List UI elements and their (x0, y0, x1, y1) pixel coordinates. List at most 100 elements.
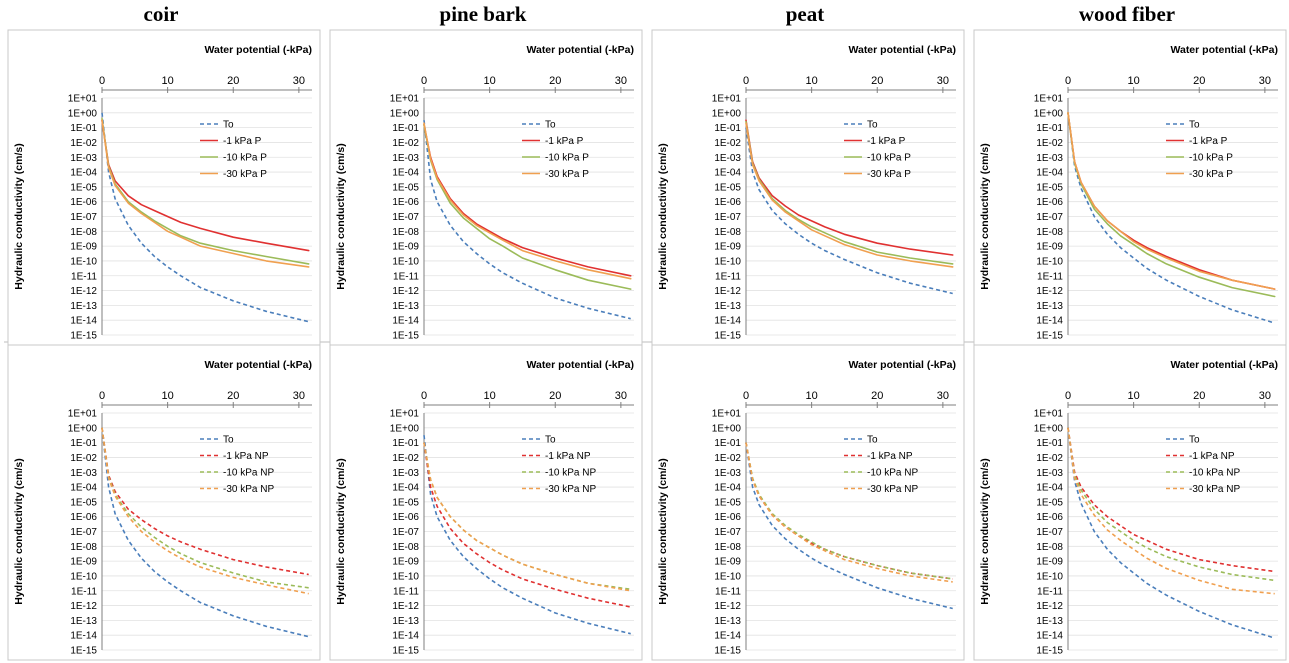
panel-woodfiber-NP: 1E-15 1E-14 1E-13 1E-12 1E-11 1E-10 1E-09 1E-08… (973, 344, 1287, 661)
x-tick-label: 0 (1065, 390, 1071, 402)
panel-frame (651, 29, 965, 346)
y-tick-label: 1E-08 (714, 227, 741, 238)
series-line-30-kpa-p (1067, 112, 1276, 290)
series-line-to (745, 442, 953, 610)
y-tick-label: 1E+01 (1034, 409, 1064, 420)
y-tick-label: 1E-02 (392, 138, 419, 149)
legend-label: -1 kPa P (545, 136, 584, 147)
legend-label: -1 kPa P (223, 136, 262, 147)
series-line-1-kpa-np (101, 427, 309, 576)
y-axis-title: Hydraulic conductivity (cm/s) (13, 143, 25, 289)
y-tick-label: 1E-11 (393, 586, 419, 597)
y-tick-label: 1E+01 (1034, 94, 1064, 105)
legend-label: -30 kPa NP (867, 484, 918, 495)
legend-label: To (223, 435, 234, 446)
y-tick-label: 1E-04 (1036, 483, 1063, 494)
y-tick-label: 1E-03 (714, 153, 741, 164)
y-tick-label: 1E-06 (1036, 512, 1063, 523)
y-tick-label: 1E-13 (70, 616, 97, 627)
x-tick-label: 20 (227, 390, 239, 402)
legend-label: To (545, 120, 556, 131)
y-tick-label: 1E-15 (392, 331, 419, 342)
legend-label: -30 kPa NP (545, 484, 596, 495)
y-tick-label: 1E-04 (714, 483, 741, 494)
x-axis-title: Water potential (-kPa) (204, 44, 312, 56)
y-axis-title: Hydraulic conductivity (cm/s) (979, 458, 991, 604)
y-tick-label: 1E-13 (70, 301, 97, 312)
y-tick-label: 1E-13 (392, 616, 419, 627)
y-tick-label: 1E-08 (1036, 542, 1063, 553)
y-tick-label: 1E-04 (392, 483, 419, 494)
y-tick-label: 1E-07 (1036, 212, 1063, 223)
y-tick-label: 1E-08 (714, 542, 741, 553)
y-tick-label: 1E+01 (390, 94, 420, 105)
panel-frame (7, 344, 321, 661)
legend-label: -1 kPa NP (867, 451, 913, 462)
series-line-1-kpa-p (101, 119, 310, 252)
y-tick-label: 1E-12 (392, 601, 419, 612)
y-tick-label: 1E-12 (714, 601, 741, 612)
y-tick-label: 1E-09 (392, 557, 419, 568)
y-tick-label: 1E-09 (1036, 242, 1063, 253)
legend-label: -30 kPa NP (223, 484, 274, 495)
series-line-30-kpa-p (745, 122, 954, 268)
legend-label: -10 kPa P (223, 153, 267, 164)
y-tick-label: 1E-15 (714, 646, 741, 657)
y-tick-label: 1E-05 (392, 497, 419, 508)
legend-label: -30 kPa NP (1189, 484, 1240, 495)
series-line-to (745, 127, 953, 295)
panel-peat-P: 1E-15 1E-14 1E-13 1E-12 1E-11 1E-10 1E-09 1E-08… (651, 29, 965, 346)
y-tick-label: 1E-09 (392, 242, 419, 253)
y-tick-label: 1E-03 (70, 468, 97, 479)
y-tick-label: 1E-01 (392, 123, 419, 134)
y-tick-label: 1E-15 (70, 331, 97, 342)
y-tick-label: 1E-06 (392, 512, 419, 523)
y-tick-label: 1E-09 (70, 557, 97, 568)
x-axis-title: Water potential (-kPa) (848, 359, 956, 371)
y-tick-label: 1E-15 (70, 646, 97, 657)
x-tick-label: 10 (806, 75, 818, 87)
legend-label: To (545, 435, 556, 446)
y-tick-label: 1E-13 (392, 301, 419, 312)
panel-frame (973, 344, 1287, 661)
legend-label: -30 kPa P (223, 169, 267, 180)
series-line-to (423, 435, 631, 635)
y-tick-label: 1E+00 (712, 423, 742, 434)
y-tick-label: 1E-06 (714, 512, 741, 523)
x-axis-title: Water potential (-kPa) (526, 44, 634, 56)
y-tick-label: 1E-06 (392, 197, 419, 208)
y-tick-label: 1E-01 (714, 438, 741, 449)
x-tick-label: 30 (293, 390, 305, 402)
panel-woodfiber-P: 1E-15 1E-14 1E-13 1E-12 1E-11 1E-10 1E-09 1E-08… (973, 29, 1287, 346)
y-tick-label: 1E-08 (70, 542, 97, 553)
legend-label: To (223, 120, 234, 131)
y-tick-label: 1E+00 (68, 423, 98, 434)
y-tick-label: 1E-01 (70, 123, 97, 134)
y-tick-label: 1E-11 (71, 271, 97, 282)
y-tick-label: 1E-02 (1036, 138, 1063, 149)
y-tick-label: 1E-14 (714, 316, 741, 327)
y-tick-label: 1E-12 (1036, 286, 1063, 297)
panel-pinebark-NP: 1E-15 1E-14 1E-13 1E-12 1E-11 1E-10 1E-09 1E-08… (329, 344, 643, 661)
y-tick-label: 1E+01 (712, 94, 742, 105)
y-tick-label: 1E-11 (715, 271, 741, 282)
series-line-to (101, 427, 309, 638)
y-tick-label: 1E+00 (390, 423, 420, 434)
column-title-wood-fiber: wood fiber (1078, 2, 1176, 26)
y-tick-label: 1E+00 (712, 108, 742, 119)
y-tick-label: 1E-07 (70, 212, 97, 223)
x-tick-label: 20 (871, 75, 883, 87)
legend-label: -30 kPa P (1189, 169, 1233, 180)
series-line-30-kpa-np (745, 442, 953, 583)
legend-label: -10 kPa P (1189, 153, 1233, 164)
y-tick-label: 1E-02 (392, 453, 419, 464)
y-tick-label: 1E+01 (68, 409, 98, 420)
y-tick-label: 1E-13 (1036, 301, 1063, 312)
y-tick-label: 1E-04 (1036, 168, 1063, 179)
y-axis-title: Hydraulic conductivity (cm/s) (657, 143, 669, 289)
x-tick-label: 10 (162, 390, 174, 402)
y-tick-label: 1E-14 (1036, 316, 1063, 327)
column-title-coir: coir (143, 2, 179, 26)
y-tick-label: 1E-03 (70, 153, 97, 164)
x-tick-label: 10 (484, 75, 496, 87)
